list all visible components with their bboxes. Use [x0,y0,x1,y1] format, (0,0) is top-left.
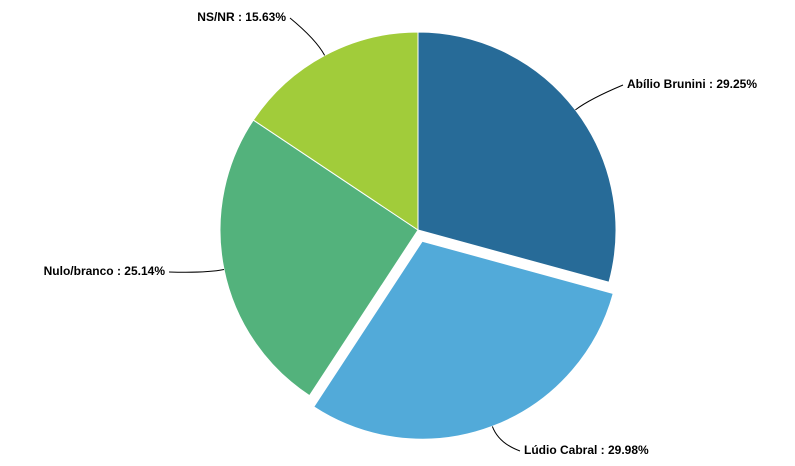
data-label: Nulo/branco : 25.14% [44,264,166,278]
pie-slice [417,31,617,283]
data-label: Abílio Brunini : 29.25% [627,77,757,91]
leader-line [491,426,521,452]
leader-line [289,17,326,56]
data-label: NS/NR : 15.63% [197,10,286,24]
data-label: Lúdio Cabral : 29.98% [524,443,649,457]
leader-line [168,269,225,273]
pie-slice [219,119,419,397]
leader-line [575,84,624,111]
pie-slice [252,31,419,231]
